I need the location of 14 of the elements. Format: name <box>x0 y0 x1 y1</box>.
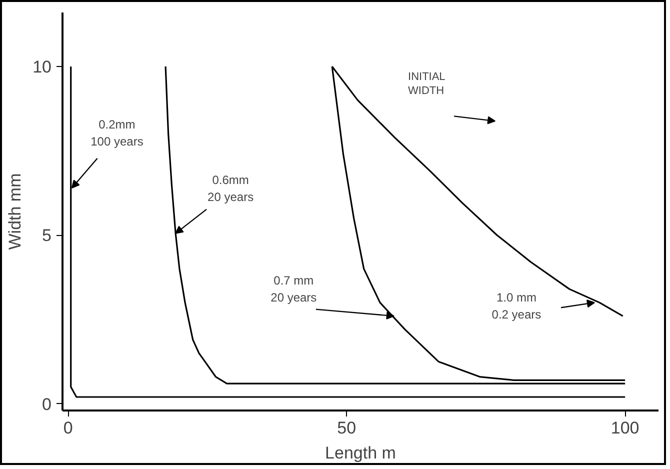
x-tick-label: 50 <box>337 418 356 438</box>
y-axis-title: Width mm <box>6 173 25 250</box>
annotation: 0.2mm 100 years <box>90 117 144 148</box>
y-tick-label: 10 <box>32 57 52 76</box>
line-series <box>164 66 626 384</box>
x-tick-label: 0 <box>63 418 73 438</box>
x-axis-title: Length m <box>325 444 396 462</box>
x-tick-label: 100 <box>610 418 640 438</box>
y-tick-label: 5 <box>42 226 52 246</box>
annotation: 0.6mm 20 years <box>208 173 254 204</box>
annotation: 1.0 mm 0.2 years <box>492 290 542 322</box>
annotation: INITIAL WIDTH <box>408 70 446 98</box>
y-tick-label: 0 <box>42 394 52 414</box>
annotation: 0.7 mm 20 years <box>270 274 317 304</box>
